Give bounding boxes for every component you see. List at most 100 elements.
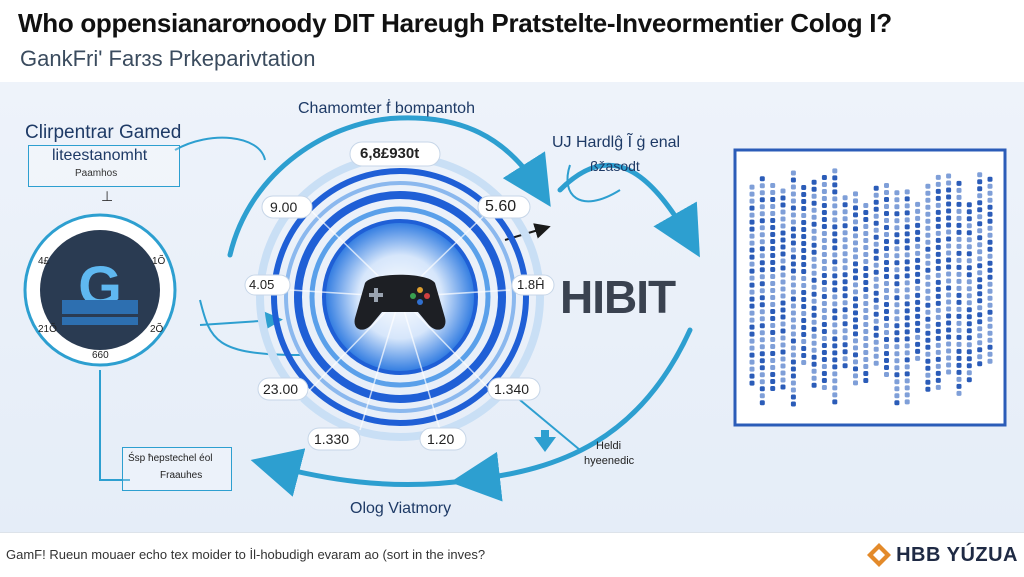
document-dot: [925, 225, 931, 231]
gamepad-icon: [354, 274, 446, 330]
document-dot: [904, 280, 910, 286]
document-dot: [842, 349, 848, 355]
document-dot: [821, 301, 827, 306]
document-dot: [780, 237, 786, 243]
document-dot: [915, 292, 921, 298]
document-dot: [770, 316, 776, 321]
document-dot: [935, 356, 941, 362]
document-dot: [790, 226, 796, 232]
document-dot: [894, 400, 900, 406]
document-dot: [801, 276, 807, 281]
document-dot: [915, 236, 921, 242]
document-dot: [790, 184, 796, 190]
document-dot: [759, 358, 765, 364]
document-dot: [759, 330, 765, 336]
document-dot: [935, 363, 941, 369]
small-label-d: 2Õ: [150, 324, 164, 335]
document-dot: [863, 273, 869, 278]
document-dot: [780, 377, 786, 383]
document-dot: [935, 307, 941, 313]
document-dot: [821, 182, 827, 187]
document-dot: [821, 322, 827, 327]
document-dot: [821, 308, 827, 313]
document-dot: [956, 362, 962, 368]
document-dot: [956, 215, 962, 221]
document-dot: [811, 298, 817, 304]
document-dot: [925, 379, 931, 385]
document-dot: [894, 344, 900, 350]
document-dot: [946, 306, 952, 312]
footer-text: GamF! Rueun mouaer echo tex moider to İl…: [6, 547, 486, 562]
document-dot: [821, 210, 827, 215]
document-dot: [977, 354, 983, 360]
document-dot: [935, 272, 941, 278]
document-dot: [780, 293, 786, 299]
document-dot: [915, 348, 921, 354]
document-dot: [790, 177, 796, 183]
bottom-left-box-line2: Fraauhes: [160, 470, 203, 481]
document-dot: [770, 309, 776, 314]
document-dot: [956, 264, 962, 270]
document-dot: [956, 201, 962, 207]
document-dot: [884, 372, 889, 377]
document-dot: [749, 296, 755, 302]
document-dot: [904, 392, 910, 398]
document-dot: [749, 233, 755, 239]
document-dot: [977, 305, 983, 311]
document-dot: [853, 275, 858, 281]
value-badges: [244, 141, 555, 451]
document-dot: [832, 189, 838, 195]
document-dot: [863, 294, 869, 299]
document-dot: [873, 304, 879, 310]
document-dot: [749, 282, 755, 288]
document-dot: [790, 380, 796, 386]
document-dot: [842, 244, 848, 250]
document-dot: [759, 302, 765, 308]
document-dot: [935, 286, 941, 292]
document-dot: [873, 269, 879, 275]
document-dot: [853, 380, 858, 386]
document-dot: [832, 280, 838, 286]
document-dot: [925, 372, 931, 378]
document-dot: [821, 329, 827, 334]
document-dot: [842, 230, 848, 236]
document-dot: [853, 289, 858, 295]
document-dot: [894, 351, 900, 357]
left-box: [28, 145, 180, 187]
document-dot: [894, 218, 900, 224]
document-dot: [946, 362, 952, 368]
document-dot: [863, 287, 869, 292]
bottom-right-label-line1: Heldi: [596, 440, 622, 452]
document-dot: [915, 278, 921, 284]
bottom-caption: Olog Viatmory: [350, 500, 452, 517]
document-dot: [749, 219, 755, 225]
document-dot: [915, 306, 921, 312]
document-dot: [842, 216, 848, 222]
document-dot: [853, 373, 858, 379]
document-dot: [759, 393, 765, 399]
document-dot: [894, 316, 900, 322]
document-dot: [935, 370, 941, 376]
value-mid-right: 1.8Ĥ: [517, 277, 545, 292]
document-dot: [780, 384, 786, 390]
document-dot: [863, 371, 869, 376]
document-dot: [853, 205, 858, 211]
document-dot: [987, 351, 993, 357]
document-dot: [935, 181, 941, 187]
document-dot: [946, 194, 952, 200]
document-dot: [956, 383, 962, 389]
document-dot: [749, 331, 755, 337]
left-box-line2: liteestanomht: [52, 147, 148, 164]
document-dot: [749, 289, 755, 295]
document-dot: [884, 225, 889, 230]
document-dot: [894, 232, 900, 238]
right-heading-line2: ßžasodt: [590, 158, 640, 174]
document-dot: [977, 179, 983, 185]
document-dot: [873, 290, 879, 296]
document-dot: [853, 366, 858, 372]
document-dot: [853, 240, 858, 246]
document-dot: [842, 342, 848, 348]
document-dot: [935, 188, 941, 194]
document-dot: [853, 191, 858, 197]
document-dot: [811, 368, 817, 374]
